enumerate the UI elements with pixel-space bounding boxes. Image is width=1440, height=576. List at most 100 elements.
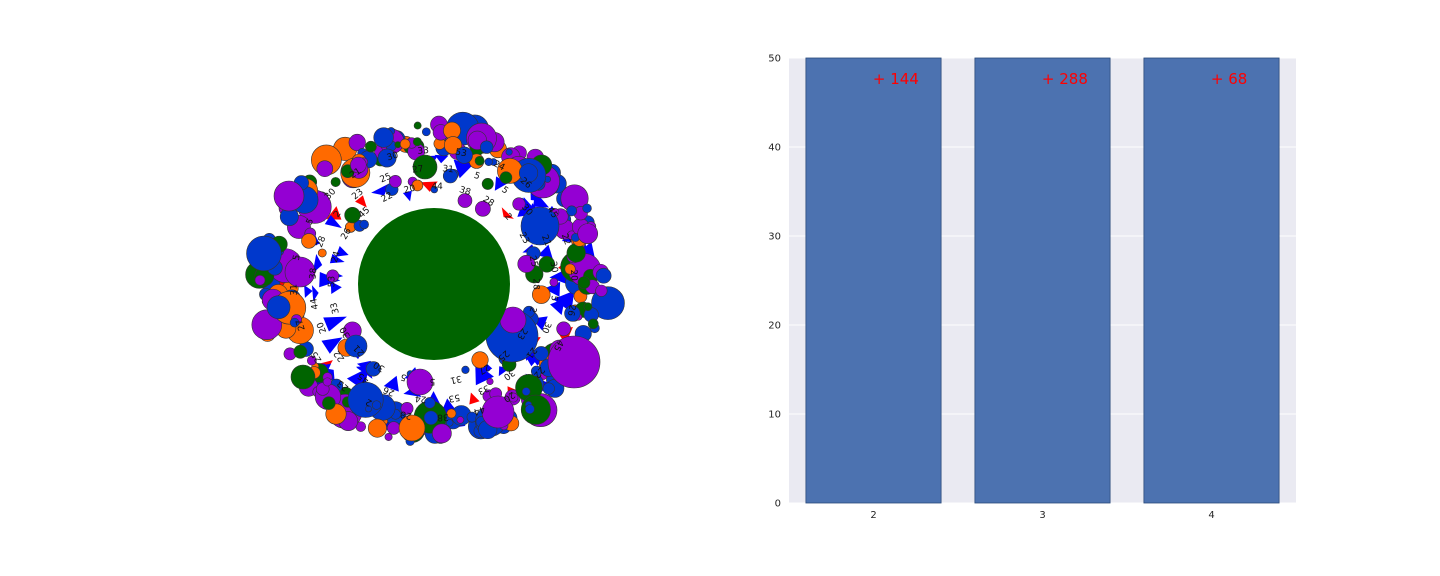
node-label: 20 bbox=[568, 269, 579, 281]
node bbox=[583, 302, 593, 312]
edge bbox=[312, 253, 323, 274]
x-tick-label: 4 bbox=[1208, 510, 1214, 521]
node bbox=[538, 256, 556, 273]
node-label: 5 bbox=[305, 217, 317, 227]
node bbox=[431, 423, 452, 444]
node-label: 33 bbox=[417, 146, 429, 157]
node bbox=[306, 355, 317, 366]
node-label: 38 bbox=[437, 411, 449, 422]
node bbox=[475, 200, 491, 217]
node-label: 5 bbox=[400, 371, 408, 382]
node bbox=[566, 205, 578, 217]
node bbox=[512, 197, 526, 211]
node-label: 44 bbox=[309, 297, 321, 310]
node bbox=[371, 400, 382, 410]
node-label: 20 bbox=[403, 184, 417, 197]
node-label: 24 bbox=[492, 159, 507, 173]
node-label: 2 bbox=[332, 209, 343, 220]
node bbox=[322, 396, 336, 410]
node-label: 45 bbox=[551, 338, 565, 353]
node bbox=[301, 233, 317, 249]
node bbox=[359, 219, 369, 230]
node bbox=[595, 284, 608, 297]
node bbox=[461, 365, 470, 374]
node bbox=[443, 136, 463, 155]
node-label: 20 bbox=[315, 320, 329, 335]
node bbox=[317, 248, 327, 258]
y-tick-label: 10 bbox=[768, 410, 781, 421]
node-label: 44 bbox=[472, 403, 486, 416]
edge bbox=[550, 298, 565, 315]
node bbox=[330, 177, 341, 187]
node bbox=[348, 133, 366, 152]
node bbox=[413, 121, 422, 130]
node bbox=[254, 274, 266, 286]
edge bbox=[335, 245, 349, 257]
node-label: 5 bbox=[472, 171, 481, 182]
edge bbox=[329, 253, 345, 264]
x-tick-label: 3 bbox=[1039, 510, 1045, 521]
node bbox=[367, 418, 387, 438]
y-tick-label: 0 bbox=[775, 499, 781, 510]
node bbox=[533, 346, 549, 361]
node bbox=[389, 175, 402, 188]
node-label: 5 bbox=[548, 295, 559, 302]
bar-annotation: + 68 bbox=[1211, 70, 1247, 88]
node bbox=[266, 295, 291, 320]
node-label: 31 bbox=[442, 164, 455, 175]
center-node bbox=[358, 208, 510, 360]
edge bbox=[321, 337, 343, 354]
x-tick-label: 2 bbox=[870, 510, 876, 521]
node bbox=[398, 414, 426, 442]
network-graph: 2852623045232122253020273344315338524285… bbox=[245, 111, 625, 446]
node-label: 38 bbox=[308, 267, 319, 280]
node bbox=[406, 368, 434, 396]
node bbox=[587, 318, 599, 330]
edge bbox=[494, 176, 508, 191]
node bbox=[455, 146, 473, 164]
node-label: 27 bbox=[295, 318, 308, 332]
nodes bbox=[245, 111, 625, 446]
node bbox=[518, 163, 539, 183]
node bbox=[484, 157, 493, 167]
node bbox=[595, 267, 612, 284]
node bbox=[532, 285, 551, 304]
node-label: 26 bbox=[565, 304, 577, 317]
node bbox=[442, 168, 458, 184]
node bbox=[481, 177, 494, 190]
node bbox=[481, 395, 515, 429]
node bbox=[290, 364, 316, 390]
node bbox=[273, 180, 305, 212]
node bbox=[350, 156, 367, 174]
node-label: 27 bbox=[412, 164, 425, 175]
node bbox=[246, 235, 282, 272]
node bbox=[524, 404, 535, 414]
node-label: 31 bbox=[449, 373, 462, 385]
node bbox=[445, 419, 454, 427]
node bbox=[344, 334, 368, 358]
node bbox=[517, 255, 536, 273]
node-label: 33 bbox=[476, 382, 491, 396]
node-label: 23 bbox=[514, 326, 528, 341]
node bbox=[549, 277, 559, 287]
node bbox=[564, 305, 581, 322]
node bbox=[530, 365, 542, 377]
node bbox=[289, 317, 300, 328]
y-tick-label: 50 bbox=[768, 54, 781, 65]
node bbox=[457, 193, 473, 208]
node-label: 2 bbox=[527, 306, 538, 314]
node-label: 5 bbox=[430, 376, 436, 386]
node-label: 25 bbox=[379, 172, 393, 186]
node-label: 33 bbox=[329, 301, 342, 315]
node bbox=[365, 140, 377, 153]
node-label: 2 bbox=[502, 212, 513, 223]
node bbox=[424, 397, 436, 409]
node-label: 53 bbox=[448, 391, 461, 403]
node-label: 5 bbox=[292, 254, 303, 262]
node bbox=[384, 432, 393, 441]
node-label: 24 bbox=[414, 393, 427, 404]
node bbox=[326, 269, 340, 283]
edge bbox=[434, 154, 449, 164]
node bbox=[542, 382, 555, 395]
edge bbox=[330, 281, 342, 295]
